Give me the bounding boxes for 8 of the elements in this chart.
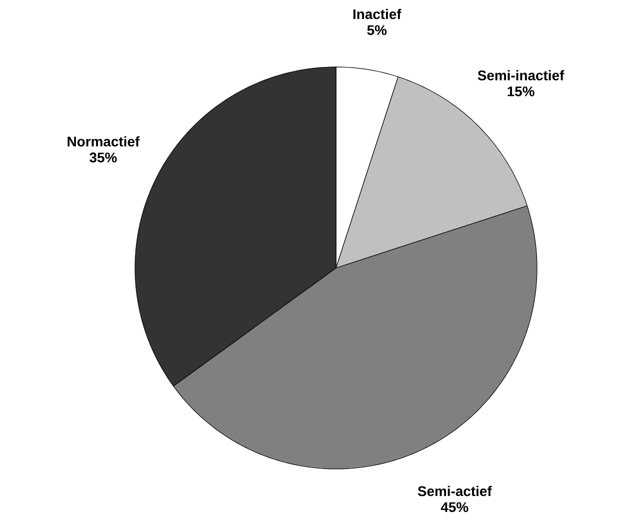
data-label: 35%	[90, 152, 117, 162]
slice-label: Semi-inactief	[478, 70, 564, 80]
slice-label: Semi-actief	[418, 486, 492, 496]
data-label: 45%	[440, 502, 468, 512]
data-label: 5%	[367, 25, 387, 36]
slice-label: Inactief	[353, 8, 402, 20]
data-label: 15%	[508, 86, 534, 96]
slice-label: Normactief	[68, 136, 140, 146]
